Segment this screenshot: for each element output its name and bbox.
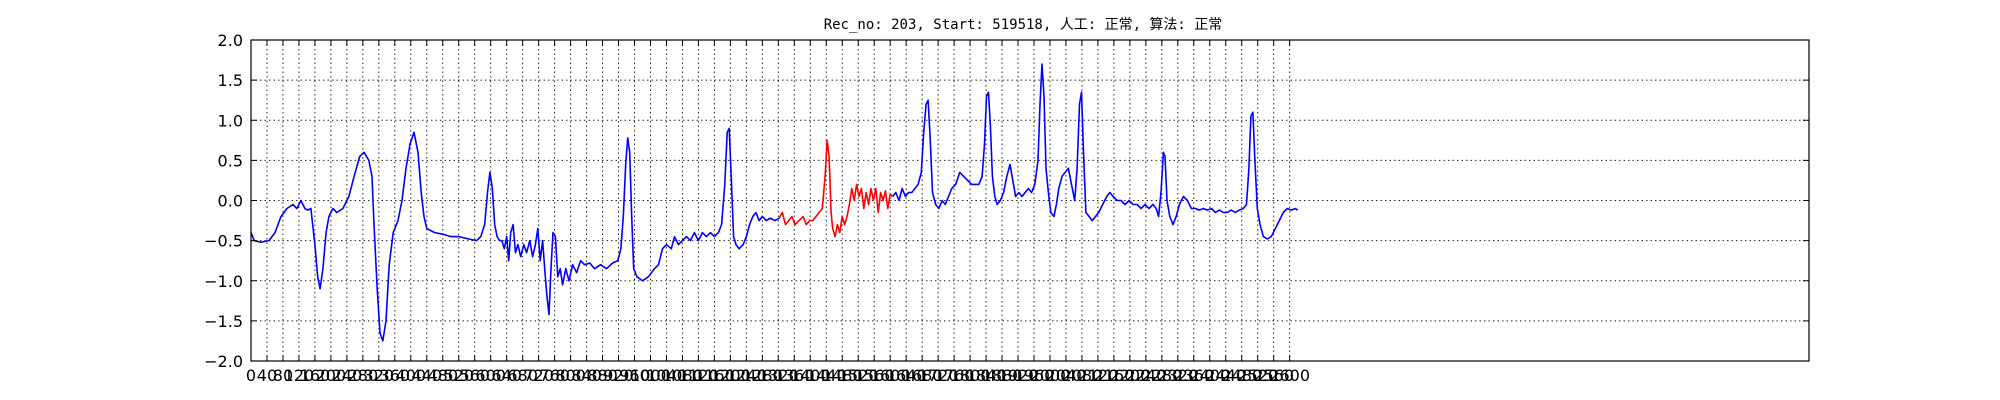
y-tick-label: −2.0 [204, 352, 243, 371]
x-tick-label: 1440 [806, 366, 847, 385]
x-tick-label: 2080 [1062, 366, 1103, 385]
y-tick-label: −1.0 [204, 272, 243, 291]
y-tick-label: 0.0 [218, 192, 243, 211]
x-tick-label: 560 [459, 366, 490, 385]
x-tick-label: 2360 [1173, 366, 1214, 385]
x-tick-label: 920 [603, 366, 634, 385]
y-tick-label: 0.5 [218, 151, 243, 170]
x-tick-label: 2200 [1110, 366, 1151, 385]
x-tick-label: 1200 [710, 366, 751, 385]
x-tick-label: 2480 [1221, 366, 1262, 385]
x-tick-label: 520 [443, 366, 474, 385]
chart-title: Rec_no: 203, Start: 519518, 人工: 正常, 算法: … [824, 17, 1223, 33]
x-tick-label: 880 [587, 366, 618, 385]
x-tick-label: 2040 [1046, 366, 1087, 385]
x-tick-label: 760 [539, 366, 570, 385]
y-tick-label: −1.5 [204, 312, 243, 331]
x-tick-label: 1640 [886, 366, 927, 385]
x-tick-label: 480 [427, 366, 458, 385]
x-tick-label: 1120 [678, 366, 719, 385]
x-tick-label: 200 [316, 366, 347, 385]
x-tick-label: 1480 [822, 366, 863, 385]
series-line-3 [891, 63, 1299, 240]
x-tick-label: 80 [273, 366, 293, 385]
y-tick-label: 2.0 [218, 31, 243, 50]
x-tick-label: 1760 [934, 366, 975, 385]
x-tick-label: 1560 [854, 366, 895, 385]
x-tick-label: 2160 [1094, 366, 1135, 385]
series-line-2 [778, 139, 894, 238]
x-tick-label: 2240 [1125, 366, 1166, 385]
x-tick-label: 1280 [742, 366, 783, 385]
y-tick-label: 1.0 [218, 111, 243, 130]
x-tick-label: 2400 [1189, 366, 1230, 385]
x-tick-label: 2440 [1205, 366, 1246, 385]
x-tick-label: 2280 [1141, 366, 1182, 385]
signal-series [250, 63, 1299, 342]
series-line-1 [250, 127, 780, 342]
x-tick-label: 2320 [1157, 366, 1198, 385]
x-tick-label: 960 [619, 366, 650, 385]
x-tick-label: 120 [284, 366, 315, 385]
x-tick-label: 1080 [662, 366, 703, 385]
y-tick-label: −0.5 [204, 232, 243, 251]
x-tick-label: 400 [396, 366, 427, 385]
x-tick-label: 1520 [838, 366, 879, 385]
x-tick-label: 2120 [1078, 366, 1119, 385]
x-tick-label: 1040 [646, 366, 687, 385]
y-tick-labels: 2.0 1.5 1.0 0.5 0.0 −0.5 −1.0 −1.5 −2.0 [204, 31, 243, 371]
x-tick-label: 840 [571, 366, 602, 385]
x-tick-label: 1240 [726, 366, 767, 385]
x-tick-label: 2600 [1269, 366, 1310, 385]
x-tick-label: 2000 [1030, 366, 1071, 385]
grid-lines [251, 40, 1809, 361]
x-tick-label: 680 [507, 366, 538, 385]
x-tick-label: 40 [257, 366, 277, 385]
x-tick-label: 1360 [774, 366, 815, 385]
y-tick-label: 1.5 [218, 71, 243, 90]
x-tick-label: 1920 [998, 366, 1039, 385]
x-tick-label: 800 [555, 366, 586, 385]
x-tick-label: 240 [332, 366, 363, 385]
x-tick-label: 1160 [694, 366, 735, 385]
axis-ticks [250, 39, 1809, 362]
x-tick-label: 1720 [918, 366, 959, 385]
x-tick-label: 360 [380, 366, 411, 385]
x-tick-label: 640 [491, 366, 522, 385]
x-tick-label: 2560 [1253, 366, 1294, 385]
x-tick-label: 1840 [966, 366, 1007, 385]
x-tick-labels: 0 408012016020024028032036040044048052056… [246, 366, 1310, 385]
x-tick-label: 320 [364, 366, 395, 385]
x-tick-label: 1680 [902, 366, 943, 385]
x-tick-label: 1400 [790, 366, 831, 385]
x-tick-label: 160 [300, 366, 331, 385]
x-tick-label: 1880 [982, 366, 1023, 385]
x-tick-label: 2520 [1237, 366, 1278, 385]
x-tick-label: 1960 [1014, 366, 1055, 385]
x-tick-label: 280 [348, 366, 379, 385]
x-tick-label: 1320 [758, 366, 799, 385]
x-tick-label: 440 [412, 366, 443, 385]
x-tick-label: 1000 [630, 366, 671, 385]
x-tick-label: 1600 [870, 366, 911, 385]
x-tick-label: 0 [246, 366, 256, 385]
x-tick-label: 1800 [950, 366, 991, 385]
x-tick-label: 720 [523, 366, 554, 385]
x-tick-label: 600 [475, 366, 506, 385]
